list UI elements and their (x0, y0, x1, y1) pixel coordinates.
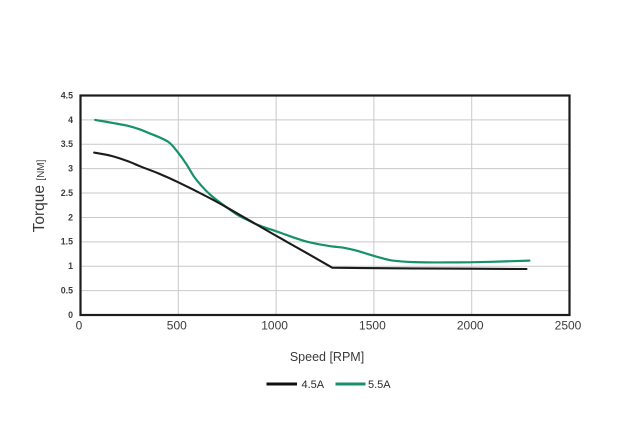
svg-text:2: 2 (68, 212, 73, 222)
svg-text:4.5: 4.5 (61, 90, 73, 100)
svg-text:0: 0 (68, 310, 73, 320)
svg-text:500: 500 (167, 319, 187, 333)
svg-text:4.5A: 4.5A (302, 379, 325, 391)
svg-text:0.5: 0.5 (61, 286, 73, 296)
svg-text:2500: 2500 (555, 319, 582, 333)
svg-text:3: 3 (68, 164, 73, 174)
svg-text:Speed [RPM]: Speed [RPM] (290, 350, 364, 364)
svg-text:0: 0 (76, 319, 83, 333)
svg-text:3.5: 3.5 (61, 139, 73, 149)
svg-text:1: 1 (68, 261, 73, 271)
svg-text:1500: 1500 (359, 319, 386, 333)
svg-text:2.5: 2.5 (61, 188, 73, 198)
svg-text:Torque [NM]: Torque [NM] (31, 159, 48, 232)
svg-text:5.5A: 5.5A (368, 379, 391, 391)
svg-text:4: 4 (68, 115, 73, 125)
svg-text:1000: 1000 (261, 319, 288, 333)
svg-text:1.5: 1.5 (61, 237, 73, 247)
svg-text:2000: 2000 (457, 319, 484, 333)
